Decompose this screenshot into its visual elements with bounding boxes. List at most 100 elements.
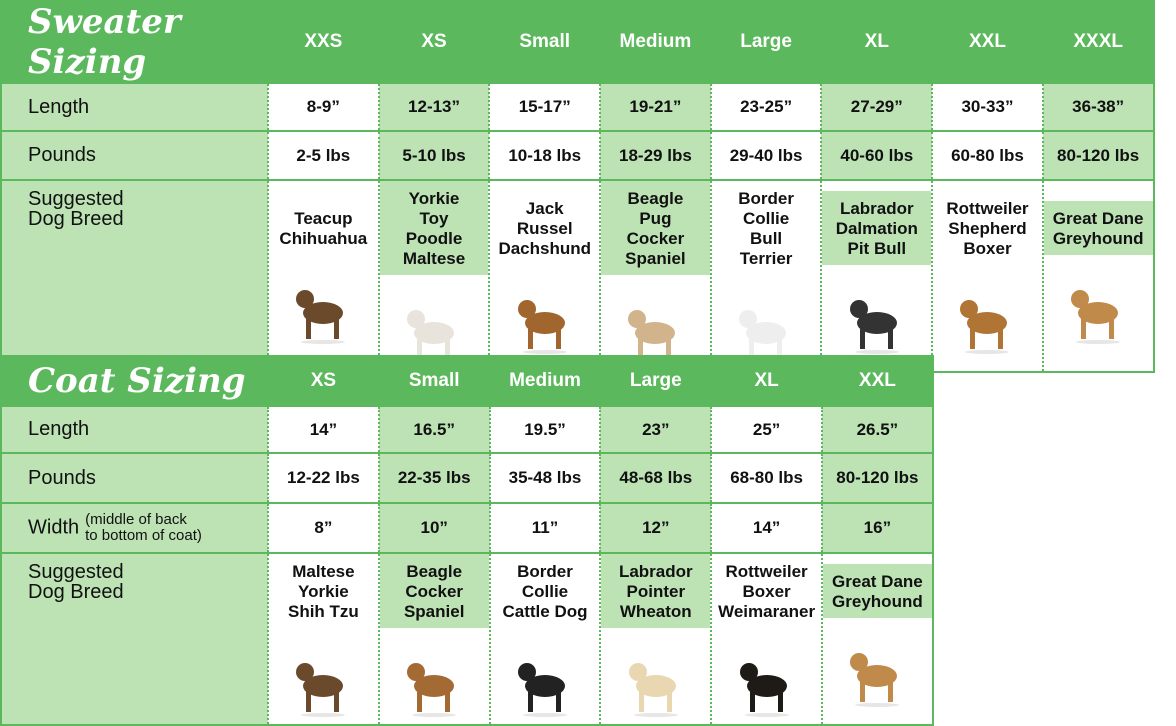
great-dane-photo (823, 618, 932, 714)
breed-name: Spaniel (625, 249, 686, 268)
breed-name: Labrador (618, 562, 693, 581)
breed-name: Beagle (627, 189, 684, 208)
cell-value: 29-40 lbs (709, 130, 822, 180)
breed-name: Great Dane (1052, 209, 1144, 228)
breed-cell: Labrador Pointer Wheaton (599, 552, 712, 725)
breed-name: Yorkie (408, 189, 460, 208)
coat-sizing-table: Coat Sizing XS Small Medium Large XL XXL Length… (0, 355, 934, 726)
breed-cell: Beagle Cocker Spaniel (377, 552, 490, 725)
breed-cell: Border Collie Bull Terrier (709, 179, 822, 372)
row-width: Width (middle of back to bottom of coat) 8”… (1, 502, 933, 553)
breed-name: Dachshund (498, 239, 591, 258)
row-length: Length 8-9” 12-13” 15-17” 19-21” 23-25” 27-29”… (1, 82, 1154, 131)
yorkie-photo (269, 255, 378, 351)
breed-name: Labrador (839, 199, 914, 218)
cell-value: 27-29” (820, 82, 933, 131)
row-label: Length (28, 95, 90, 118)
breed-name: Russel (516, 219, 573, 238)
sweater-sizing-table: Sweater Sizing XXS XS Small Medium Large XL XXL… (0, 0, 1155, 373)
breed-cell: Maltese Yorkie Shih Tzu (267, 552, 379, 725)
breed-name: Pit Bull (847, 239, 907, 258)
cell-value: 30-33” (931, 82, 1043, 131)
cell-value: 8” (267, 502, 379, 553)
breed-name: Terrier (739, 249, 793, 268)
cell-value: 16.5” (377, 405, 490, 453)
breed-name: Wheaton (619, 602, 692, 621)
size-header: Small (488, 1, 601, 83)
breed-cell: Yorkie Toy Poodle Maltese (377, 179, 490, 372)
header-row: Sweater Sizing XXS XS Small Medium Large XL XXL… (1, 1, 1154, 83)
size-header: Small (377, 356, 490, 406)
size-header: Medium (488, 356, 601, 406)
breed-name: Border (517, 562, 573, 581)
size-header: XS (267, 356, 379, 406)
row-label: Pounds (28, 144, 96, 166)
breed-list: Maltese Yorkie Shih Tzu (269, 554, 378, 628)
breed-cell: Labrador Dalmation Pit Bull (820, 179, 933, 372)
breed-name: Cocker (405, 582, 464, 601)
breed-name: Greyhound (1052, 229, 1144, 248)
cell-value: 80-120 lbs (1041, 130, 1154, 180)
cell-value: 2-5 lbs (267, 130, 379, 180)
great-dane-photo (1044, 255, 1153, 351)
cell-value: 15-17” (488, 82, 601, 131)
breed-name: Great Dane (832, 572, 923, 591)
cell-value: 35-48 lbs (488, 452, 601, 503)
breed-name: Boxer (963, 239, 1012, 258)
table-title: Sweater Sizing (1, 1, 268, 83)
breed-list: Jack Russel Dachshund (490, 191, 599, 265)
breed-name: Toy (419, 209, 449, 228)
size-header: XL (710, 356, 822, 406)
cell-value: 23-25” (709, 82, 822, 131)
breed-cell: Beagle Pug Cocker Spaniel (599, 179, 711, 372)
size-header: XXS (267, 1, 379, 83)
breed-name: Greyhound (832, 592, 923, 611)
dachshund-photo (490, 265, 599, 361)
cell-value: 19-21” (599, 82, 711, 131)
breed-name: Poodle (405, 229, 463, 248)
cell-value: 12” (599, 502, 712, 553)
cell-value: 80-120 lbs (820, 452, 933, 503)
breed-list: Great Dane Greyhound (1043, 201, 1153, 255)
breed-name: Teacup (294, 209, 353, 228)
breed-list: Rottweiler Boxer Weimaraner (712, 554, 821, 628)
breed-name: Rottweiler (725, 562, 808, 581)
breed-name: Pug (639, 209, 672, 228)
size-header: Large (709, 1, 822, 83)
cell-value: 22-35 lbs (377, 452, 490, 503)
size-header: XXL (820, 356, 933, 406)
yorkie-photo (269, 628, 378, 724)
breed-name: Rottweiler (946, 199, 1029, 218)
cell-value: 23” (599, 405, 712, 453)
breed-name: Beagle (406, 562, 463, 581)
breed-name: Yorkie (298, 582, 349, 601)
dalmatian-photo (822, 265, 931, 361)
row-breed: Suggested Dog Breed Maltese Yorkie Shih Tzu B… (1, 552, 933, 725)
breed-cell: Jack Russel Dachshund (488, 179, 601, 372)
breed-name: Shepherd (948, 219, 1027, 238)
breed-list: Rottweiler Shepherd Boxer (933, 191, 1042, 265)
cell-value: 14” (710, 502, 822, 553)
breed-list: Beagle Cocker Spaniel (379, 554, 489, 628)
size-header: XXL (931, 1, 1043, 83)
cell-value: 16” (820, 502, 933, 553)
cell-value: 10” (377, 502, 490, 553)
breed-label: Suggested (28, 561, 124, 583)
breed-label: Suggested (28, 188, 124, 210)
cell-value: 18-29 lbs (599, 130, 711, 180)
size-header: Medium (599, 1, 711, 83)
row-label: Width (28, 516, 80, 539)
breed-name: Cattle Dog (502, 602, 588, 621)
breed-name: Shih Tzu (287, 602, 359, 621)
breed-cell: Rottweiler Shepherd Boxer (931, 179, 1043, 372)
breed-cell: Teacup Chihuahua (267, 179, 379, 372)
breed-list: Labrador Dalmation Pit Bull (822, 191, 932, 265)
row-pounds: Pounds 2-5 lbs 5-10 lbs 10-18 lbs 18-29 lbs 2… (1, 130, 1154, 180)
breed-name: Collie (521, 582, 569, 601)
breed-cell: Great Dane Greyhound (820, 552, 933, 725)
breed-name: Dalmation (835, 219, 918, 238)
breed-name: Collie (742, 209, 790, 228)
breed-name: Spaniel (403, 602, 465, 621)
rottweiler-photo (712, 628, 821, 724)
cell-value: 40-60 lbs (820, 130, 933, 180)
